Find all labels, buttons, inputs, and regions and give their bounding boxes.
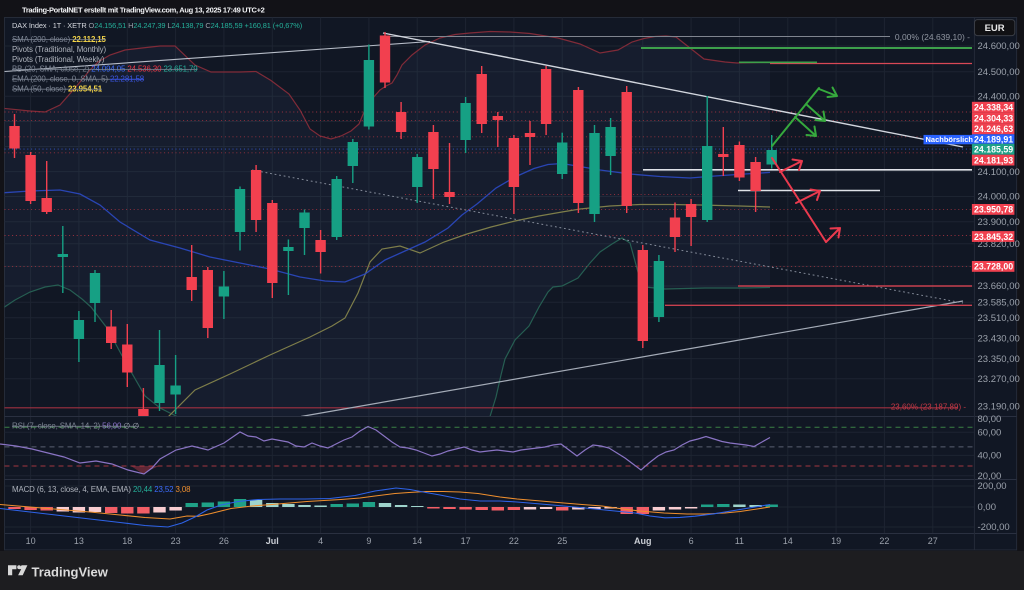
svg-text:23: 23 [171,536,181,546]
svg-text:18: 18 [122,536,132,546]
svg-text:23.950,78: 23.950,78 [974,205,1013,215]
svg-text:Pivots (Traditional, Weekly): Pivots (Traditional, Weekly) [12,55,105,64]
svg-text:23,60% (23.187,89) -: 23,60% (23.187,89) - [891,403,966,412]
svg-text:EUR: EUR [985,23,1005,34]
svg-text:24.600,00: 24.600,00 [978,41,1020,52]
svg-text:14: 14 [412,536,422,546]
svg-text:0,00: 0,00 [978,502,997,513]
svg-text:24.500,00: 24.500,00 [978,67,1020,78]
svg-text:11: 11 [735,536,744,546]
svg-text:27: 27 [928,536,938,546]
svg-text:SMA (50, close) 23.954,51: SMA (50, close) 23.954,51 [12,85,103,94]
svg-text:23.430,00: 23.430,00 [978,334,1020,345]
svg-text:20,00: 20,00 [978,471,1002,482]
svg-text:24.246,63: 24.246,63 [974,124,1013,134]
svg-text:23.510,00: 23.510,00 [978,313,1020,324]
svg-text:22: 22 [879,536,889,546]
svg-text:24.100,00: 24.100,00 [978,167,1020,178]
svg-text:Nachbörslich: Nachbörslich [926,135,974,144]
svg-text:23.190,00: 23.190,00 [978,402,1020,413]
svg-text:0,00% (24.639,10) -: 0,00% (24.639,10) - [895,32,970,42]
svg-text:24.181,93: 24.181,93 [974,155,1013,165]
svg-text:23.660,00: 23.660,00 [978,281,1020,292]
svg-text:17: 17 [461,536,471,546]
svg-text:Trading-PortalNET erstellt mit: Trading-PortalNET erstellt mit TradingVi… [22,6,265,15]
svg-text:EMA (200, close, 0, SMA, 5) 22: EMA (200, close, 0, SMA, 5) 22.281,58 [12,75,145,84]
svg-text:24.400,00: 24.400,00 [978,92,1020,103]
svg-text:80,00: 80,00 [978,414,1002,425]
svg-text:6: 6 [689,536,694,546]
svg-text:DAX Index · 1T · XETR O24.156: DAX Index · 1T · XETR O24.156,51 H24.247… [12,21,302,30]
svg-text:25: 25 [557,536,567,546]
svg-text:23.270,00: 23.270,00 [978,374,1020,385]
svg-text:22: 22 [509,536,519,546]
svg-text:TradingView: TradingView [32,565,109,580]
svg-text:24.185,59: 24.185,59 [974,145,1013,155]
svg-text:23.585,00: 23.585,00 [978,298,1020,309]
svg-text:SMA (200, close) 22.112,15: SMA (200, close) 22.112,15 [12,35,107,44]
svg-text:60,00: 60,00 [978,427,1002,438]
svg-text:23.845,32: 23.845,32 [974,232,1013,242]
svg-text:200,00: 200,00 [978,481,1007,492]
svg-text:9: 9 [366,536,371,546]
svg-text:4: 4 [318,536,323,546]
svg-text:MACD (6, 13, close, 4, EMA, EM: MACD (6, 13, close, 4, EMA, EMA) 20,44 2… [12,485,191,494]
svg-text:Aug: Aug [634,536,652,546]
svg-text:24.338,34: 24.338,34 [974,103,1013,113]
svg-text:23.820,00: 23.820,00 [978,239,1020,250]
svg-text:26: 26 [219,536,229,546]
svg-text:10: 10 [26,536,36,546]
svg-text:23.350,00: 23.350,00 [978,354,1020,365]
svg-text:23.900,00: 23.900,00 [978,217,1020,228]
svg-text:13: 13 [74,536,84,546]
svg-text:24.000,00: 24.000,00 [978,192,1020,203]
svg-text:19: 19 [831,536,841,546]
svg-text:Pivots (Traditional, Monthly): Pivots (Traditional, Monthly) [12,45,107,54]
svg-text:-200,00: -200,00 [978,522,1010,533]
svg-text:24.304,33: 24.304,33 [974,113,1013,123]
svg-text:RSI (7, close, SMA, 14, 2) 56,: RSI (7, close, SMA, 14, 2) 56,90 ∅ ∅ [12,422,139,431]
svg-text:BB (20, SMA, close, 2) 24.094,: BB (20, SMA, close, 2) 24.094,05 24.536,… [12,65,198,74]
svg-text:40,00: 40,00 [978,451,1002,462]
svg-text:24.189,91: 24.189,91 [974,134,1013,144]
svg-text:23.728,00: 23.728,00 [974,262,1013,272]
svg-text:Jul: Jul [266,536,279,546]
svg-text:14: 14 [783,536,793,546]
